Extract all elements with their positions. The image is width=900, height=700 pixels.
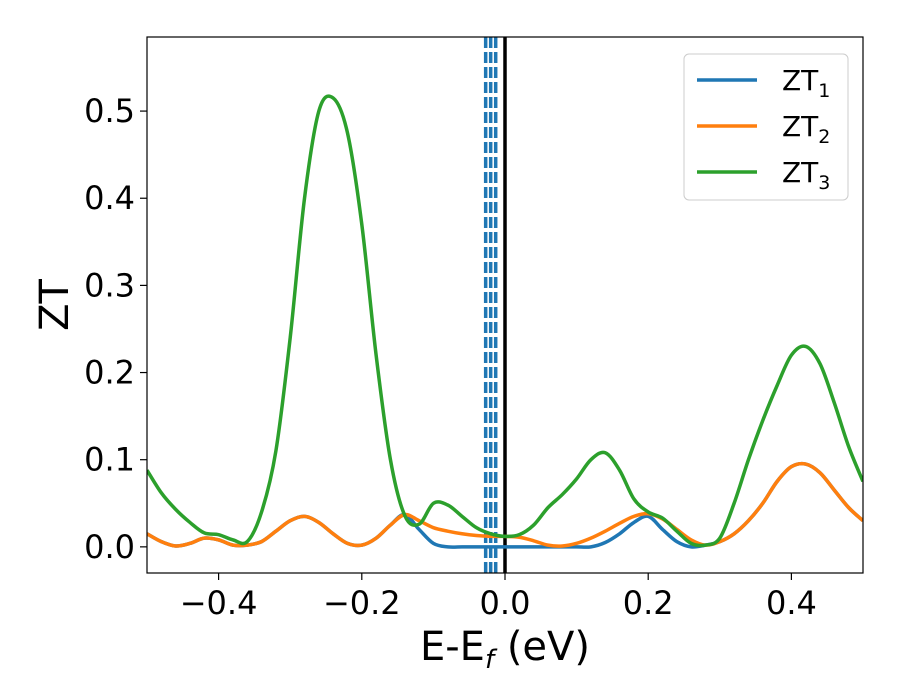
legend-label-sub: 1 <box>818 80 830 102</box>
y-axis-label: ZT <box>32 279 78 331</box>
y-axis-ticks: 0.0 0.1 0.2 0.3 0.4 0.5 <box>84 92 147 566</box>
legend-label-main: ZT <box>782 110 819 143</box>
x-tick-label: −0.4 <box>180 584 258 622</box>
x-axis-label-unit: (eV) <box>494 624 590 670</box>
x-axis-label: E-Ef (eV) <box>420 624 590 675</box>
x-tick-label: 0.2 <box>623 584 674 622</box>
x-tick-label: 0.4 <box>766 584 817 622</box>
y-tick-label: 0.2 <box>84 354 135 392</box>
legend-box <box>683 53 849 201</box>
y-tick-label: 0.0 <box>84 528 135 566</box>
y-tick-label: 0.4 <box>84 179 135 217</box>
legend-label-main: ZT <box>782 156 819 189</box>
legend-label-zt1: ZT1 <box>782 64 830 102</box>
series-line-zt3 <box>147 94 863 548</box>
x-axis-label-main: E-E <box>420 624 485 670</box>
x-tick-label: −0.2 <box>323 584 401 622</box>
legend-label-sub: 3 <box>818 172 830 194</box>
y-tick-label: 0.1 <box>84 441 135 479</box>
legend-label-zt3: ZT3 <box>782 156 830 194</box>
x-tick-label: 0.0 <box>480 584 531 622</box>
legend-label-main: ZT <box>782 64 819 97</box>
reference-lines <box>483 37 507 573</box>
y-tick-label: 0.5 <box>84 92 135 130</box>
legend-label-zt2: ZT2 <box>782 110 830 148</box>
y-tick-label: 0.3 <box>84 266 135 304</box>
x-axis-ticks: −0.4 −0.2 0.0 0.2 0.4 <box>180 573 817 622</box>
legend-label-sub: 2 <box>818 126 830 148</box>
series-lines <box>147 94 863 549</box>
